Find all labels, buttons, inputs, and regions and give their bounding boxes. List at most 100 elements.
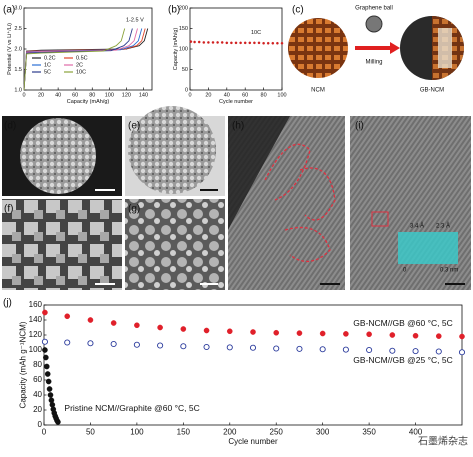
marker <box>273 345 280 352</box>
marker <box>180 326 187 332</box>
marker <box>64 339 71 346</box>
marker <box>202 41 206 44</box>
marker <box>280 41 284 45</box>
image-f <box>2 199 122 290</box>
y-tick-label: 0 <box>185 87 188 93</box>
marker <box>43 363 50 370</box>
marker <box>46 386 53 392</box>
marker <box>207 41 210 44</box>
x-tick-label: 100 <box>130 427 144 436</box>
marker <box>389 347 396 354</box>
series-label: Pristine NCM//Graphite @60 °C, 5C <box>64 403 199 413</box>
marker <box>49 401 56 408</box>
marker <box>193 40 196 44</box>
marker <box>262 41 265 45</box>
marker <box>234 41 238 45</box>
x-tick-label: 0 <box>42 427 47 436</box>
y-tick-label: 100 <box>29 345 43 354</box>
c-label: GB-NCM <box>420 88 444 94</box>
marker <box>459 333 465 340</box>
x-tick-label: 100 <box>105 92 114 98</box>
y-tick-label: 120 <box>29 330 43 339</box>
y-tick-label: 150 <box>179 26 188 32</box>
marker <box>180 343 187 350</box>
x-tick-label: 60 <box>242 92 248 98</box>
marker <box>253 41 256 45</box>
marker <box>44 371 51 377</box>
x-tick-label: 350 <box>362 427 376 436</box>
marker <box>366 346 373 354</box>
marker <box>435 333 442 339</box>
panel-label: (i) <box>355 121 364 132</box>
y-tick-label: 80 <box>33 360 42 369</box>
panel-label: (c) <box>292 5 304 16</box>
x-tick-label: 0 <box>22 92 25 98</box>
y-tick-label: 60 <box>33 375 42 384</box>
y-tick-label: 20 <box>33 405 42 414</box>
legend-label: 2C <box>76 62 83 68</box>
sphere-e <box>128 106 216 194</box>
legend-label: 5C <box>44 69 51 75</box>
y-tick-label: 1.0 <box>14 87 22 93</box>
marker <box>157 342 164 349</box>
marker <box>412 348 419 355</box>
x-tick-label: 40 <box>55 92 61 98</box>
panel-label: (a) <box>3 5 15 16</box>
panel-label: (f) <box>4 204 13 215</box>
x-tick-label: 20 <box>205 92 211 98</box>
marker <box>389 332 396 338</box>
marker <box>249 344 257 351</box>
marker <box>87 340 94 347</box>
marker <box>110 340 117 348</box>
marker <box>248 41 252 45</box>
x-tick-label: 40 <box>224 92 230 98</box>
marker <box>266 41 270 45</box>
legend-label: 1C <box>44 62 51 68</box>
curve <box>23 28 126 91</box>
marker <box>342 346 349 353</box>
marker <box>366 331 372 338</box>
x-tick-label: 100 <box>277 92 286 98</box>
x-tick-label: 80 <box>261 92 267 98</box>
curve <box>23 28 138 91</box>
marker <box>45 378 52 385</box>
marker <box>211 41 215 44</box>
marker <box>41 338 48 345</box>
panel-labels: (c) (d) (e) (f) (g) (h) (i) <box>4 5 364 215</box>
x-axis-label: Cycle number <box>219 99 253 105</box>
c-label: Graphene ball <box>355 6 393 12</box>
marker <box>257 41 261 45</box>
legend-label: 10C <box>76 69 86 75</box>
marker <box>225 41 229 45</box>
y-axis-label: Capacity (mAh g⁻¹NCM) <box>18 321 27 408</box>
x-tick-label: 140 <box>139 92 148 98</box>
y-tick-label: 1.5 <box>14 67 22 73</box>
x-axis-label: Capacity (mAh/g) <box>67 99 110 105</box>
marker <box>43 354 49 361</box>
x-tick-label: 300 <box>316 427 330 436</box>
gb-ncm-inner <box>438 28 452 68</box>
c-label: Milling <box>365 60 382 66</box>
panel-label: (b) <box>168 5 180 16</box>
y-tick-label: 2.5 <box>14 26 22 32</box>
outlines <box>264 143 336 262</box>
marker <box>55 419 61 425</box>
marker <box>412 332 419 339</box>
schematic-c: Graphene ball Milling NCM GB-NCM <box>288 6 464 94</box>
x-axis-label: Cycle number <box>228 437 278 446</box>
marker <box>319 330 326 337</box>
marker <box>216 41 219 44</box>
plot-frame <box>189 7 283 91</box>
legend-label: 0.2C <box>44 55 56 61</box>
panel-label: (e) <box>128 121 140 132</box>
arrow-head <box>390 42 400 54</box>
marker <box>230 41 233 45</box>
graphene-ball <box>365 15 383 33</box>
marker <box>343 331 349 337</box>
marker <box>47 392 54 398</box>
marker <box>435 348 442 355</box>
inset-label: 3.4 Å <box>410 223 424 230</box>
x-tick-label: 0 <box>188 92 191 98</box>
marker <box>243 41 247 45</box>
y-tick-label: 3.0 <box>14 5 22 11</box>
